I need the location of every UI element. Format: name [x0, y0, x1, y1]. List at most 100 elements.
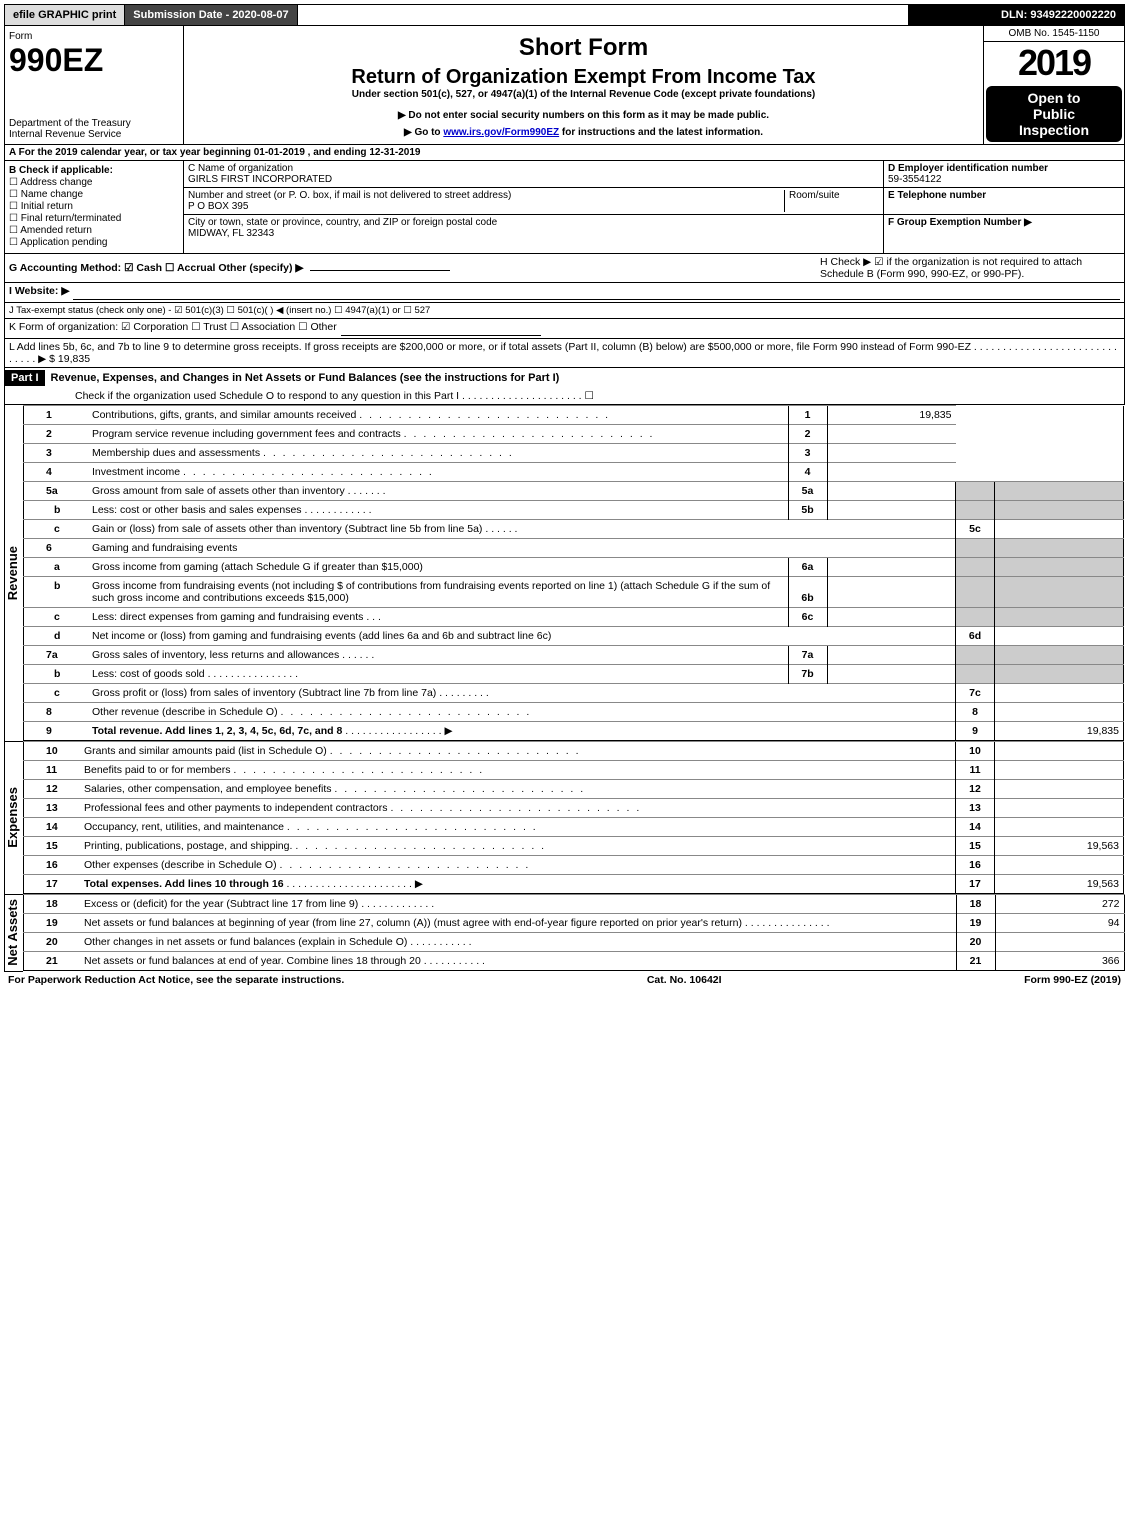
- row-website: I Website: ▶: [4, 283, 1125, 303]
- tax-year: 2019: [984, 42, 1124, 84]
- line-13: 13Professional fees and other payments t…: [24, 799, 1124, 818]
- row-l-gross-receipts: L Add lines 5b, 6c, and 7b to line 9 to …: [4, 339, 1125, 368]
- org-name: GIRLS FIRST INCORPORATED: [188, 174, 332, 185]
- street-label: Number and street (or P. O. box, if mail…: [188, 190, 511, 201]
- page-footer: For Paperwork Reduction Act Notice, see …: [4, 972, 1125, 988]
- dln-label: DLN: 93492220002220: [908, 5, 1124, 25]
- street-value: P O BOX 395: [188, 201, 248, 212]
- expenses-lines: 10Grants and similar amounts paid (list …: [23, 741, 1124, 894]
- footer-formref: Form 990-EZ (2019): [1024, 974, 1121, 986]
- d-label: D Employer identification number: [888, 163, 1048, 174]
- line-1: 1 Contributions, gifts, grants, and simi…: [24, 406, 1124, 425]
- goto-suffix: for instructions and the latest informat…: [562, 127, 763, 138]
- subtitle: Under section 501(c), 527, or 4947(a)(1)…: [188, 89, 979, 100]
- dept-treasury: Department of the Treasury: [9, 118, 131, 129]
- line-18: 18Excess or (deficit) for the year (Subt…: [24, 895, 1125, 914]
- line-5b: b Less: cost or other basis and sales ex…: [24, 501, 1124, 520]
- row-tax-exempt: J Tax-exempt status (check only one) - ☑…: [4, 303, 1125, 319]
- tax-exempt-status: J Tax-exempt status (check only one) - ☑…: [9, 305, 430, 316]
- section-b-label: B Check if applicable:: [9, 165, 179, 176]
- form-number: 990EZ: [9, 42, 103, 78]
- line-17-value: 19,563: [995, 875, 1124, 894]
- form-of-organization: K Form of organization: ☑ Corporation ☐ …: [9, 321, 337, 336]
- line-21: 21Net assets or fund balances at end of …: [24, 952, 1125, 971]
- line-5a: 5a Gross amount from sale of assets othe…: [24, 482, 1124, 501]
- line-4: 4 Investment income 4: [24, 463, 1124, 482]
- cb-amended-return[interactable]: ☐ Amended return: [9, 225, 179, 236]
- netassets-vertical-label: Net Assets: [5, 899, 23, 966]
- line-15: 15Printing, publications, postage, and s…: [24, 837, 1124, 856]
- warning-ssn: ▶ Do not enter social security numbers o…: [188, 110, 979, 121]
- e-label: E Telephone number: [888, 190, 986, 201]
- revenue-vertical-label: Revenue: [5, 546, 23, 600]
- line-17: 17Total expenses. Add lines 10 through 1…: [24, 875, 1124, 894]
- cb-initial-return[interactable]: ☐ Initial return: [9, 201, 179, 212]
- section-c: C Name of organization GIRLS FIRST INCOR…: [184, 161, 883, 253]
- goto-prefix: ▶ Go to: [404, 127, 443, 138]
- line-9: 9 Total revenue. Add lines 1, 2, 3, 4, 5…: [24, 722, 1124, 741]
- omb-number: OMB No. 1545-1150: [984, 26, 1124, 42]
- row-org-form: K Form of organization: ☑ Corporation ☐ …: [4, 319, 1125, 339]
- line-12: 12Salaries, other compensation, and empl…: [24, 780, 1124, 799]
- city-value: MIDWAY, FL 32343: [188, 228, 274, 239]
- line-6a: a Gross income from gaming (attach Sched…: [24, 558, 1124, 577]
- netassets-lines: 18Excess or (deficit) for the year (Subt…: [23, 894, 1125, 971]
- line-6c: c Less: direct expenses from gaming and …: [24, 608, 1124, 627]
- room-suite-label: Room/suite: [789, 190, 840, 201]
- schedule-b-check: H Check ▶ ☑ if the organization is not r…: [820, 256, 1120, 280]
- footer-catno: Cat. No. 10642I: [647, 974, 722, 986]
- return-title: Return of Organization Exempt From Incom…: [188, 66, 979, 89]
- open-line3: Inspection: [1019, 122, 1089, 138]
- line-20: 20Other changes in net assets or fund ba…: [24, 933, 1125, 952]
- section-b: B Check if applicable: ☐ Address change …: [5, 161, 184, 253]
- org-info-grid: B Check if applicable: ☐ Address change …: [4, 161, 1125, 254]
- top-bar: efile GRAPHIC print Submission Date - 20…: [4, 4, 1125, 26]
- lines-outer-table: Revenue 1 Contributions, gifts, grants, …: [4, 405, 1125, 972]
- tax-period-row: A For the 2019 calendar year, or tax yea…: [4, 145, 1125, 161]
- line-6b: b Gross income from fundraising events (…: [24, 577, 1124, 608]
- dept-irs: Internal Revenue Service: [9, 129, 121, 140]
- section-d-f: D Employer identification number 59-3554…: [883, 161, 1124, 253]
- line-11: 11Benefits paid to or for members 11: [24, 761, 1124, 780]
- cb-application-pending[interactable]: ☐ Application pending: [9, 237, 179, 248]
- cb-address-change[interactable]: ☐ Address change: [9, 177, 179, 188]
- line-7a: 7a Gross sales of inventory, less return…: [24, 646, 1124, 665]
- instructions-link[interactable]: www.irs.gov/Form990EZ: [443, 127, 559, 138]
- line-16: 16Other expenses (describe in Schedule O…: [24, 856, 1124, 875]
- open-line2: Public: [1033, 106, 1075, 122]
- line-14: 14Occupancy, rent, utilities, and mainte…: [24, 818, 1124, 837]
- f-label: F Group Exemption Number ▶: [888, 217, 1032, 228]
- cb-final-return[interactable]: ☐ Final return/terminated: [9, 213, 179, 224]
- submission-date-button[interactable]: Submission Date - 2020-08-07: [125, 5, 297, 25]
- form-header: Form 990EZ Department of the Treasury In…: [4, 26, 1125, 145]
- city-label: City or town, state or province, country…: [188, 217, 497, 228]
- line-19: 19Net assets or fund balances at beginni…: [24, 914, 1125, 933]
- line-2: 2 Program service revenue including gove…: [24, 425, 1124, 444]
- line-6: 6 Gaming and fundraising events: [24, 539, 1124, 558]
- line-1-value: 19,835: [827, 406, 956, 425]
- line-19-value: 94: [995, 914, 1124, 933]
- ein-value: 59-3554122: [888, 174, 941, 185]
- line-18-value: 272: [995, 895, 1124, 914]
- website-field[interactable]: [73, 285, 1120, 300]
- gross-receipts-text: L Add lines 5b, 6c, and 7b to line 9 to …: [9, 341, 1120, 365]
- open-line1: Open to: [1028, 90, 1081, 106]
- cb-name-change[interactable]: ☐ Name change: [9, 189, 179, 200]
- line-9-value: 19,835: [995, 722, 1124, 741]
- form-word: Form: [9, 31, 32, 42]
- short-form-title: Short Form: [188, 34, 979, 62]
- line-8: 8 Other revenue (describe in Schedule O)…: [24, 703, 1124, 722]
- revenue-lines: 1 Contributions, gifts, grants, and simi…: [23, 405, 1124, 741]
- part-i-title: Revenue, Expenses, and Changes in Net As…: [51, 372, 560, 384]
- line-3: 3 Membership dues and assessments 3: [24, 444, 1124, 463]
- open-to-public-box: Open to Public Inspection: [986, 86, 1122, 142]
- instructions-link-row: ▶ Go to www.irs.gov/Form990EZ for instru…: [188, 127, 979, 138]
- line-6d: d Net income or (loss) from gaming and f…: [24, 627, 1124, 646]
- part-i-check-o: Check if the organization used Schedule …: [5, 388, 1124, 404]
- part-i-label: Part I: [5, 370, 45, 386]
- efile-print-button[interactable]: efile GRAPHIC print: [5, 5, 125, 25]
- part-i-header: Part I Revenue, Expenses, and Changes in…: [4, 368, 1125, 405]
- row-g-h: G Accounting Method: ☑ Cash ☐ Accrual Ot…: [4, 254, 1125, 283]
- footer-paperwork: For Paperwork Reduction Act Notice, see …: [8, 974, 344, 986]
- line-7b: b Less: cost of goods sold . . . . . . .…: [24, 665, 1124, 684]
